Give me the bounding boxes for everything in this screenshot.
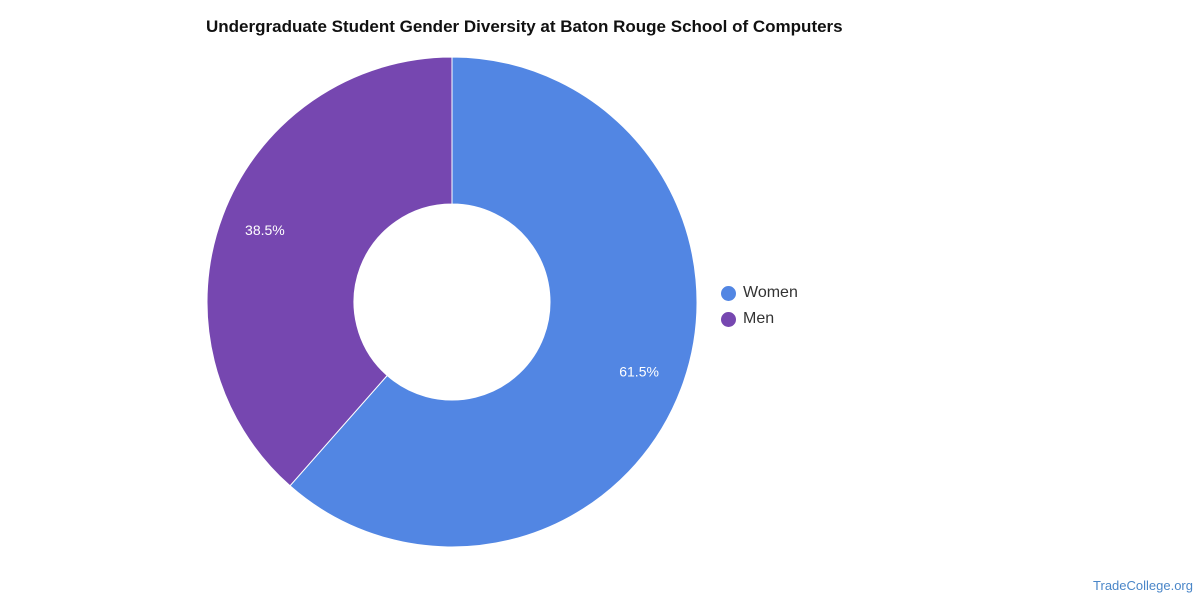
chart-title: Undergraduate Student Gender Diversity a…: [206, 17, 843, 36]
slice-women[interactable]: [289, 56, 698, 548]
legend-item-men[interactable]: Men: [721, 306, 798, 332]
legend-swatch-women: [721, 285, 736, 301]
slice-men[interactable]: [206, 56, 453, 487]
legend-swatch-men: [721, 311, 736, 327]
legend-item-women[interactable]: Women: [721, 280, 798, 306]
slice-label-women: 61.5%: [619, 363, 659, 379]
watermark-link[interactable]: TradeCollege.org: [1093, 578, 1193, 593]
legend: Women Men: [721, 280, 798, 332]
slice-label-men: 38.5%: [245, 222, 285, 238]
legend-label-women: Women: [743, 284, 798, 301]
legend-label-men: Men: [743, 310, 775, 327]
